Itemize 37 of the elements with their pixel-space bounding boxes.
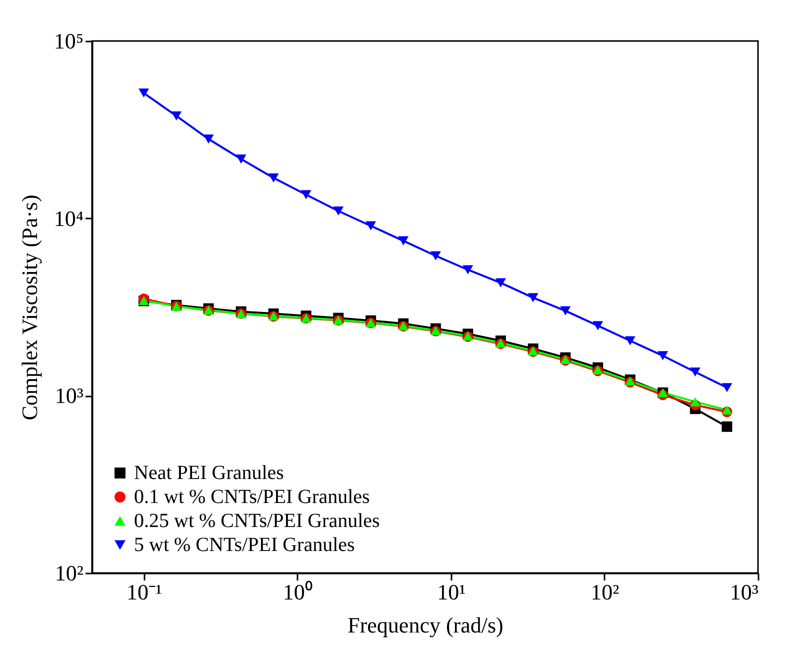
y-tick-label: 10⁵ [54, 28, 84, 54]
point [300, 190, 312, 200]
point [592, 321, 604, 330]
point [690, 397, 700, 406]
point [658, 351, 668, 360]
point [722, 383, 732, 392]
x-tick-label: 10² [590, 580, 620, 604]
x-tick-label: 10⁰ [282, 580, 313, 604]
y-axis-title: Complex Viscosity (Pa·s) [16, 194, 42, 420]
point [722, 405, 732, 415]
legend-label: 0.25 wt % CNTs/PEI Granules [134, 510, 380, 532]
legend-label: Neat PEI Granules [134, 462, 284, 484]
x-axis-title: Frequency (rad/s) [348, 612, 504, 638]
point [560, 306, 571, 316]
x-tick-label: 10⁻¹ [126, 580, 162, 604]
legend-label: 5 wt % CNTs/PEI Granules [134, 534, 356, 556]
point [366, 221, 376, 230]
point [462, 265, 474, 274]
x-tick-label: 10³ [730, 580, 759, 604]
point [268, 173, 279, 182]
y-tick-label: 10² [54, 560, 84, 586]
point [138, 88, 150, 98]
point [528, 293, 538, 302]
point [171, 111, 182, 120]
point [495, 278, 506, 288]
y-tick-label: 10³ [54, 383, 84, 408]
point [398, 236, 409, 246]
point [236, 154, 246, 164]
point [333, 206, 344, 216]
point [690, 367, 700, 377]
point [624, 336, 636, 346]
point [430, 251, 441, 260]
y-tick-label: 10⁴ [54, 206, 84, 231]
x-tick-label: 10¹ [437, 580, 466, 604]
point [722, 421, 732, 432]
point [203, 134, 214, 144]
legend-label: 0.1 wt % CNTs/PEI Granules [134, 486, 370, 508]
